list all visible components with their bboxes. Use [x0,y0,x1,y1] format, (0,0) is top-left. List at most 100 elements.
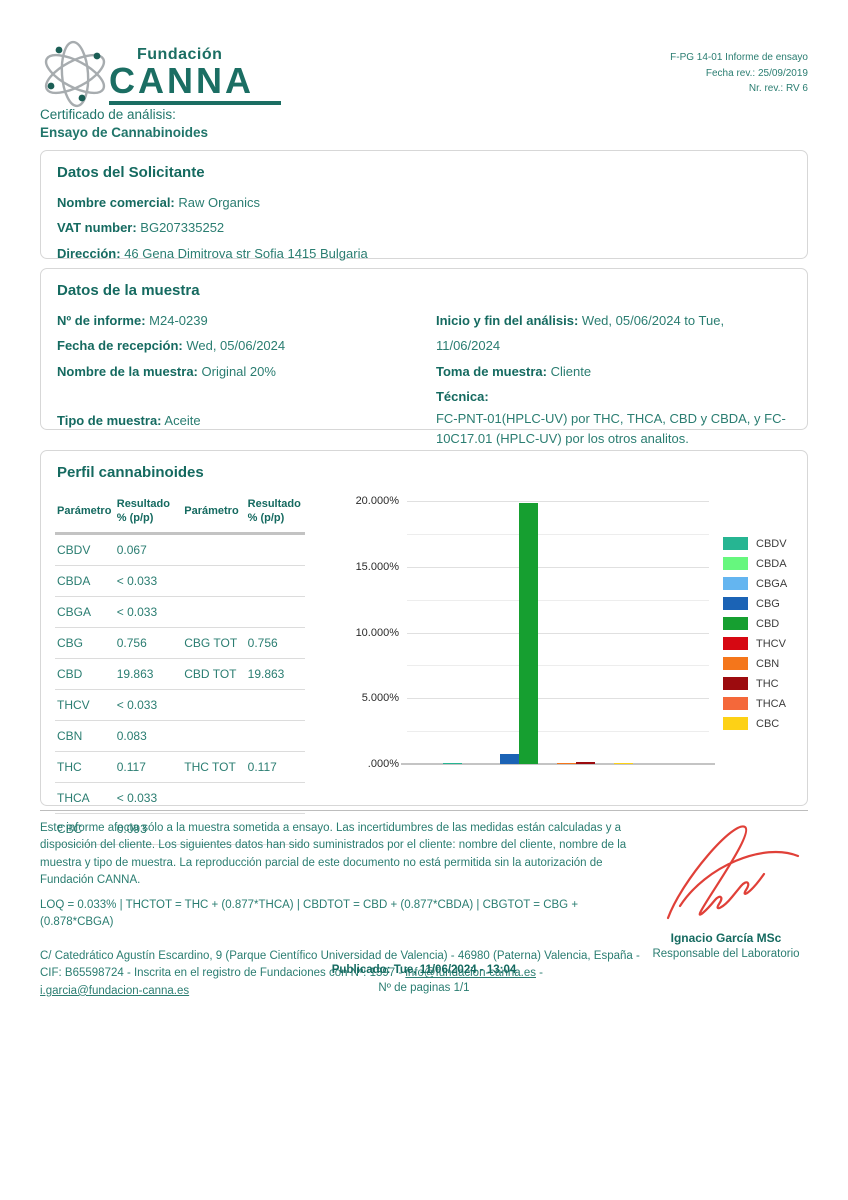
applicant-box-title: Datos del Solicitante [57,164,205,181]
field-label: Fecha de recepción: [57,338,187,354]
document-meta: F-PG 14-01 Informe de ensayo Fecha rev.:… [670,50,808,97]
table-cell: < 0.033 [114,782,183,814]
table-row: THCA < 0.033 [55,782,305,814]
legend-item-cbga: CBGA [723,577,809,590]
legend-label: CBN [756,657,780,670]
chart-gridline [407,501,709,502]
results-table: Parámetro Resultado % (p/p) Parámetro Resul… [55,495,305,845]
table-row: CBC 0.093 [55,813,305,845]
chart-legend: CBDV CBDA CBGA CBG CBD THCV CBN THC THCA CBC [723,537,809,765]
field-line: Inicio y fin del análisis: Wed, 05/06/20… [436,308,791,359]
sample-type-label: Tipo de muestra: [57,413,162,429]
legend-swatch [723,557,748,570]
legend-item-thc: THC [723,677,809,690]
table-cell: < 0.033 [114,565,183,597]
table-cell: CBD TOT [182,658,246,690]
table-cell [245,565,305,597]
sample-left-column: Nº de informe: M24-0239 Fecha de recepció… [57,308,436,448]
table-cell [245,689,305,721]
results-column-header: Resultado % (p/p) [114,495,183,535]
table-cell: 19.863 [114,658,183,690]
doc-rev-number: Nr. rev.: RV 6 [748,83,808,94]
field-value: M24-0239 [149,313,208,328]
field-label: Toma de muestra: [435,363,551,379]
table-row: THC 0.117 THC TOT 0.117 [55,751,305,783]
table-cell: CBD [55,658,115,690]
chart-y-tick-label: 15.000% [355,560,399,573]
field-label: Nombre comercial: [57,195,179,210]
table-row: CBGA < 0.033 [55,596,305,628]
legend-swatch [723,577,748,590]
legend-item-cbc: CBC [723,717,809,730]
signature-icon [666,825,800,920]
table-cell [245,813,305,845]
brand-top-label: Fundación [137,46,223,63]
legend-swatch [723,597,748,610]
table-cell [245,720,305,752]
field-value: Wed, 05/06/2024 to Tue, 11/06/2024 [435,313,725,354]
table-cell [182,782,246,814]
brand-main-label: CANNA [109,60,254,101]
table-row: CBN 0.083 [55,720,305,752]
legend-label: THCV [756,637,786,650]
doc-code: F-PG 14-01 Informe de ensayo [670,52,808,63]
technique-text: FC-PNT-01(HPLC-UV) por THC, THCA, CBD y … [435,411,786,446]
table-cell [182,720,246,752]
legend-label: CBG [756,597,780,610]
table-cell: CBG TOT [182,627,246,659]
doc-rev-date: Fecha rev.: 25/09/2019 [705,67,808,79]
table-cell [245,782,305,814]
field-label: VAT number: [57,220,141,236]
bar-chart: .000% 5.000% 10.000% 15.000% 20.000% CBDV CBD… [341,485,809,770]
certificate-title-line1: Certificado de análisis: [40,107,176,122]
field-label: Dirección: [57,245,125,261]
table-cell: CBGA [55,596,115,628]
chart-y-axis: .000% 5.000% 10.000% 15.000% 20.000% [341,485,407,770]
results-header-row: Parámetro Resultado % (p/p) Parámetro Resul… [55,495,305,535]
table-cell: 0.093 [114,813,183,845]
legend-item-cbda: CBDA [723,557,809,570]
table-cell: 0.756 [245,627,305,659]
table-cell [182,565,246,597]
legend-item-cbn: CBN [723,657,809,670]
legend-swatch [723,637,748,650]
legend-item-cbd: CBD [723,617,809,630]
chart-y-tick-label: .000% [367,758,399,770]
legend-label: CBDA [756,557,787,570]
results-column-header: Parámetro [182,495,246,535]
legend-label: THC [756,677,779,690]
profile-box-title: Perfil cannabinoides [57,464,204,481]
chart-gridline [407,731,709,733]
chart-gridline [407,665,709,667]
table-cell [182,533,246,566]
chart-plot-area [401,485,715,765]
table-cell [245,533,305,566]
chart-bar-cbdv [443,763,462,764]
email-link-info[interactable]: info@fundacion-canna.es [405,967,536,980]
table-cell: CBC [55,813,115,845]
field-line: Nombre comercial: Raw Organics [57,190,791,215]
legend-swatch [723,617,748,630]
footer-divider [40,810,808,811]
table-row: CBDA < 0.033 [55,565,305,597]
sample-box-title: Datos de la muestra [57,282,200,299]
field-label: Nº de informe: [57,313,150,328]
table-cell: CBG [55,627,115,659]
table-row: THCV < 0.033 [55,689,305,721]
sample-left-fields: Nº de informe: M24-0239 Fecha de recepció… [57,308,436,384]
legend-label: CBDV [756,537,787,550]
signatory-name: Ignacio García MSc [670,931,782,945]
field-line: Toma de muestra: Cliente [436,359,791,384]
signature-block: Ignacio García MSc Responsable del Labor… [628,814,824,960]
email-link-igarcia[interactable]: i.garcia@fundacion-canna.es [40,984,190,997]
technique-label-line: Técnica: [436,384,791,409]
footer-text-block: Este informe afecta sólo a la muestra so… [40,820,640,1000]
field-value: Wed, 05/06/2024 [186,338,286,354]
results-table-head: Parámetro Resultado % (p/p) Parámetro Resul… [55,495,305,535]
sample-right-column: Inicio y fin del análisis: Wed, 05/06/20… [436,308,791,448]
chart-gridline [407,698,709,700]
field-value: Original 20% [201,363,276,379]
cannabinoid-profile-box: Perfil cannabinoides Parámetro Resultado … [40,450,809,845]
brand-logo: Fundación CANNA [35,36,281,112]
